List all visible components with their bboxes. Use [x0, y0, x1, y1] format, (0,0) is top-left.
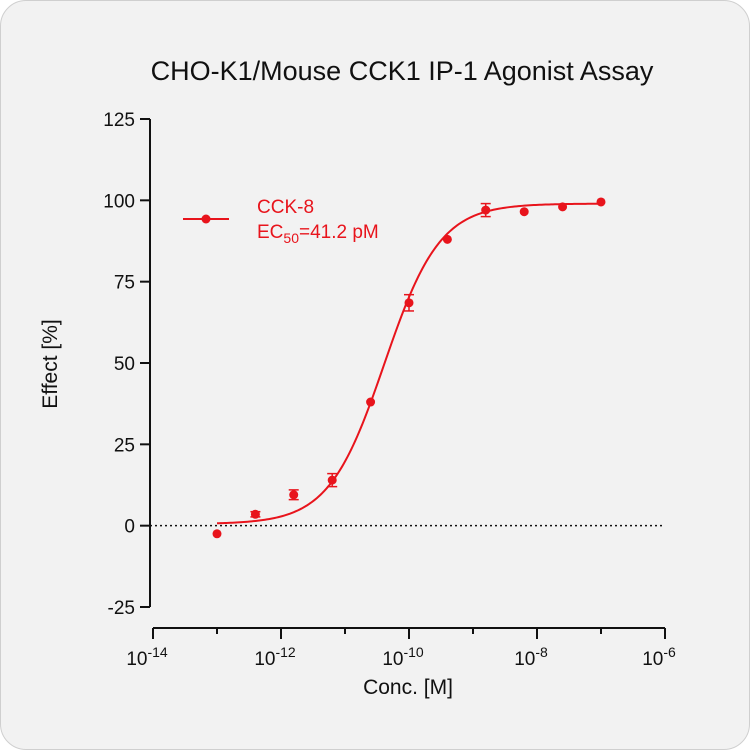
legend-ec50: EC50=41.2 pM: [257, 222, 379, 246]
y-tick-label: 50: [114, 354, 135, 375]
y-tick-label: 25: [114, 435, 135, 456]
data-point: [596, 197, 606, 207]
x-axis-label: Conc. [M]: [363, 676, 453, 699]
data-point: [481, 205, 491, 215]
y-axis-label: Effect [%]: [39, 319, 62, 409]
x-tick-label: 10-12: [254, 644, 296, 670]
fit-curve-layer: [216, 202, 602, 525]
legend-series-name: CCK-8: [257, 197, 314, 218]
legend-marker: [201, 214, 211, 224]
y-tick-label: 0: [124, 517, 135, 538]
y-tick-label: 75: [114, 273, 135, 294]
x-tick-label: 10-10: [382, 644, 424, 670]
data-point: [404, 298, 414, 308]
chart-title: CHO-K1/Mouse CCK1 IP-1 Agonist Assay: [151, 56, 654, 86]
data-point: [327, 475, 337, 485]
y-tick-label: -25: [108, 598, 135, 619]
data-point: [519, 207, 529, 217]
x-tick-label: 10-6: [642, 644, 676, 670]
data-point: [558, 202, 568, 212]
data-point: [442, 234, 452, 244]
x-tick-label: 10-8: [514, 644, 548, 670]
data-point: [212, 529, 222, 539]
y-axis: -25 0 25 50 75 100 125: [103, 110, 151, 619]
data-points-layer: [212, 197, 606, 539]
x-axis: 10-14 10-12 10-10 10-8 10-6: [126, 627, 676, 670]
y-tick-label: 100: [103, 191, 135, 212]
data-point: [289, 490, 299, 500]
y-tick-label: 125: [103, 110, 135, 131]
legend: CCK-8 EC50=41.2 pM: [183, 197, 379, 246]
data-point: [250, 509, 260, 519]
data-point: [366, 397, 376, 407]
fit-curve: [216, 202, 602, 525]
x-tick-label: 10-14: [126, 644, 168, 670]
